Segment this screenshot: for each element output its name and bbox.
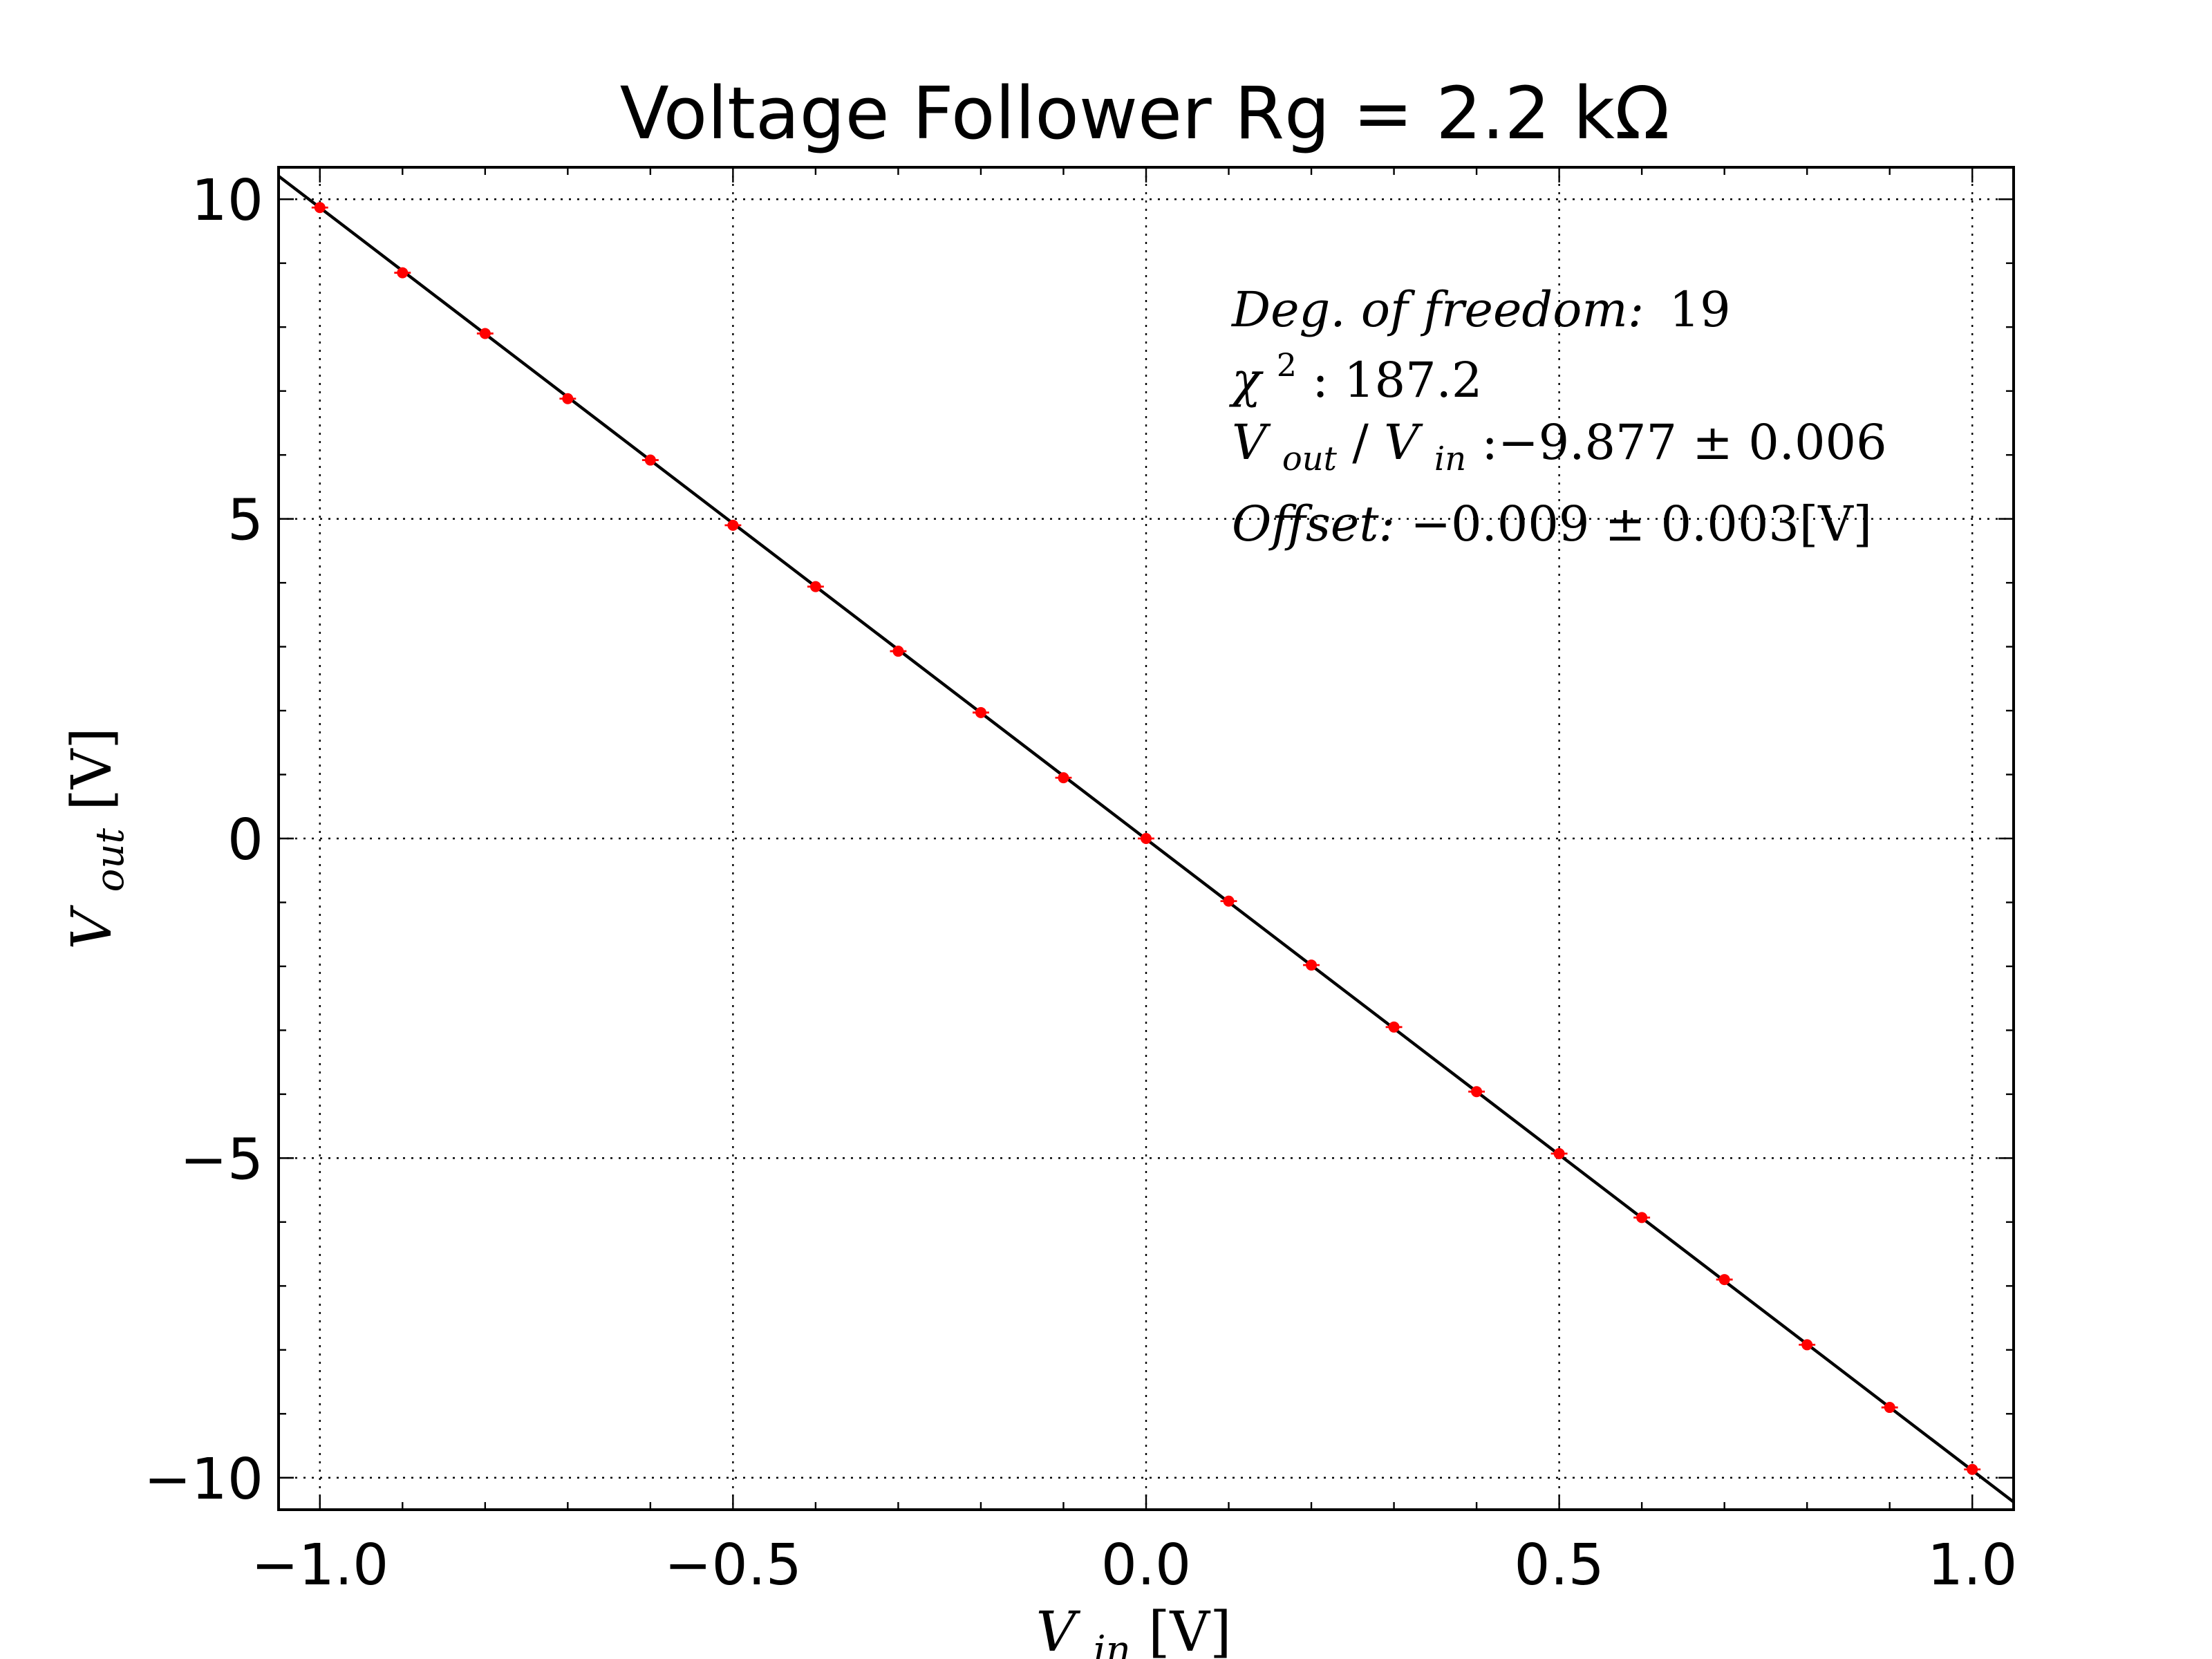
x-tick-label: 1.0: [1927, 1533, 2017, 1598]
data-point: [311, 202, 328, 214]
data-point: [807, 581, 824, 592]
data-marker: [397, 267, 409, 279]
annotation-gain-in-sub: in: [1434, 440, 1466, 478]
data-point: [1385, 1021, 1403, 1033]
data-marker: [1967, 1463, 1978, 1475]
data-point: [724, 519, 742, 531]
x-axis-label-base: V: [1036, 1600, 1081, 1659]
annotation-offset: Offset: −0.009 ± 0.003[V]: [1232, 496, 1872, 552]
data-point: [1716, 1274, 1733, 1286]
y-tick-label: 0: [227, 807, 263, 873]
data-point: [1303, 959, 1320, 971]
data-point: [1220, 895, 1237, 907]
annotation-chi-symbol: χ: [1228, 352, 1264, 409]
data-marker: [1884, 1402, 1895, 1414]
data-point: [1055, 772, 1072, 784]
data-point: [973, 706, 989, 718]
y-axis-label-base: V: [59, 905, 124, 950]
y-axis-label: V out [V]: [59, 727, 136, 949]
data-marker: [1306, 959, 1318, 971]
x-tick-labels: −1.0 −0.5 0.0 0.5 1.0: [251, 1533, 2017, 1598]
data-marker: [1718, 1274, 1730, 1286]
fit-annotation: Deg. of freedom: 19 χ 2 : 187.2 V out / …: [1228, 281, 1887, 552]
data-marker: [975, 706, 986, 718]
annotation-dof: Deg. of freedom: 19: [1230, 281, 1731, 338]
x-axis-label: V in [V]: [1036, 1600, 1232, 1659]
x-axis-label-sub: in: [1094, 1628, 1131, 1659]
data-point: [559, 393, 577, 404]
y-axis-label-unit: [V]: [59, 727, 124, 810]
data-point: [890, 646, 907, 657]
data-marker: [1553, 1147, 1565, 1159]
data-marker: [1388, 1021, 1400, 1033]
y-tick-labels: −10 −5 0 5 10: [144, 168, 263, 1512]
annotation-offset-value: −0.009 ± 0.003[V]: [1410, 496, 1872, 552]
data-point: [1799, 1339, 1816, 1351]
data-marker: [479, 328, 491, 339]
data-marker: [1801, 1339, 1813, 1351]
annotation-chi-squared: χ 2 : 187.2: [1228, 331, 1482, 409]
data-marker: [562, 393, 574, 404]
y-tick-label: 5: [227, 488, 263, 554]
data-point: [1633, 1212, 1651, 1224]
annotation-gain: V out / V in :−9.877 ± 0.006: [1232, 414, 1887, 482]
y-axis-label-sub: out: [88, 828, 133, 892]
annotation-dof-value: 19: [1669, 281, 1731, 338]
annotation-dof-label: Deg. of freedom:: [1230, 281, 1644, 338]
annotation-offset-label: Offset:: [1232, 496, 1395, 552]
data-marker: [1058, 772, 1069, 784]
x-tick-label: −0.5: [664, 1533, 802, 1598]
annotation-gain-out-sub: out: [1282, 440, 1338, 478]
chart-title: Voltage Follower Rg = 2.2 kΩ: [620, 71, 1670, 156]
data-marker: [644, 454, 656, 466]
annotation-gain-slash: /: [1352, 414, 1369, 471]
data-point: [394, 267, 411, 279]
data-point: [1881, 1402, 1898, 1414]
data-marker: [892, 646, 904, 657]
y-tick-label: −5: [180, 1127, 263, 1192]
data-point: [1550, 1147, 1568, 1159]
data-point: [476, 328, 494, 339]
annotation-gain-in-base: V: [1384, 414, 1423, 471]
plot-frame: [277, 166, 2015, 1511]
data-point: [1468, 1086, 1485, 1098]
annotation-chi-superscript: 2: [1277, 346, 1297, 384]
annotation-chi-value: : 187.2: [1312, 352, 1482, 409]
data-point: [1138, 833, 1154, 844]
annotation-gain-value: :−9.877 ± 0.006: [1481, 414, 1886, 471]
data-marker: [1636, 1212, 1648, 1224]
data-marker: [314, 202, 326, 214]
x-axis-label-unit: [V]: [1148, 1600, 1231, 1659]
annotation-gain-out-base: V: [1232, 414, 1271, 471]
data-point: [1964, 1463, 1981, 1475]
x-tick-label: 0.0: [1101, 1533, 1191, 1598]
data-marker: [809, 581, 821, 592]
x-tick-label: 0.5: [1514, 1533, 1604, 1598]
data-points: [311, 202, 1981, 1475]
x-tick-label: −1.0: [251, 1533, 388, 1598]
data-point: [641, 454, 659, 466]
data-marker: [1141, 833, 1152, 844]
data-marker: [1471, 1086, 1483, 1098]
data-marker: [727, 519, 739, 531]
y-tick-label: 10: [191, 168, 263, 234]
y-tick-label: −10: [144, 1447, 263, 1512]
data-marker: [1223, 895, 1235, 907]
